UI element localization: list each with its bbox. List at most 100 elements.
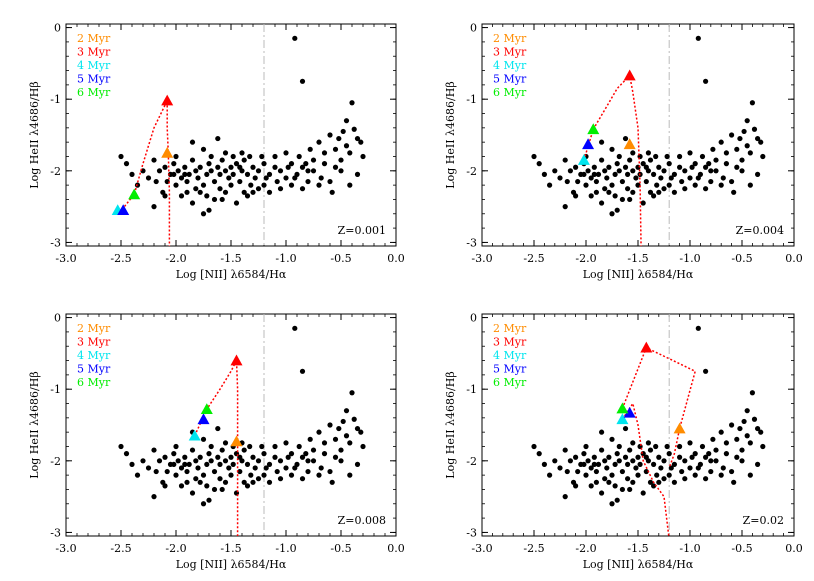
- data-point: [305, 468, 311, 475]
- data-point: [666, 472, 672, 478]
- data-point: [689, 454, 695, 460]
- data-point: [134, 472, 141, 478]
- data-point: [292, 35, 298, 41]
- data-point: [666, 161, 672, 167]
- data-point: [332, 164, 339, 170]
- legend-entry: 5 Myr: [77, 363, 111, 376]
- data-point: [226, 175, 232, 181]
- data-point: [643, 164, 649, 170]
- x-tick-label: -1.0: [679, 542, 700, 555]
- data-point: [250, 479, 256, 485]
- y-tick-label: -1: [50, 93, 61, 106]
- data-point: [200, 211, 207, 217]
- data-point: [327, 132, 333, 138]
- data-point: [668, 465, 674, 471]
- data-point: [734, 454, 740, 460]
- data-point: [734, 146, 740, 152]
- data-point: [241, 447, 247, 453]
- data-point: [687, 150, 693, 156]
- data-point: [677, 454, 683, 460]
- data-point: [215, 454, 221, 460]
- data-point: [609, 472, 615, 478]
- data-point: [193, 168, 199, 174]
- data-point: [217, 186, 223, 192]
- data-point: [637, 461, 643, 467]
- model-marker: [623, 69, 636, 81]
- data-point: [184, 479, 190, 485]
- legend-entry: 6 Myr: [77, 376, 111, 389]
- x-tick-label: -2.5: [523, 252, 544, 265]
- chart-panel-1: -3.0 -2.5 -2.0 -1.5 -1.0 -0.5 0.0 0 -1 -2 -3 Log [N…: [28, 22, 405, 281]
- data-point: [737, 425, 743, 432]
- data-point: [296, 153, 302, 160]
- data-point: [588, 465, 594, 471]
- model-track-1: [194, 357, 239, 536]
- data-point: [305, 168, 311, 174]
- data-point: [288, 161, 295, 167]
- data-point: [567, 458, 574, 464]
- data-point: [189, 490, 196, 496]
- data-point: [283, 175, 289, 181]
- metallicity-label: Z=0.004: [736, 224, 784, 237]
- data-point: [645, 150, 652, 156]
- data-point: [531, 443, 537, 450]
- data-point: [197, 189, 203, 195]
- data-point: [255, 168, 262, 174]
- data-point: [277, 186, 284, 192]
- data-point: [222, 168, 229, 174]
- y-tick-label: 0: [470, 22, 477, 35]
- data-point: [747, 472, 753, 478]
- data-point: [327, 422, 333, 428]
- data-point: [316, 472, 322, 478]
- data-point: [316, 182, 322, 188]
- data-point: [351, 416, 357, 422]
- data-point: [599, 447, 605, 453]
- data-point: [237, 178, 243, 185]
- x-tick-label: -0.5: [731, 542, 752, 555]
- data-point: [153, 468, 159, 475]
- data-point: [182, 454, 188, 460]
- data-point: [616, 443, 622, 450]
- data-point: [599, 200, 605, 206]
- data-point: [622, 164, 629, 170]
- data-point: [599, 157, 605, 163]
- data-point: [703, 368, 709, 374]
- x-tick-label: -1.0: [679, 252, 700, 265]
- data-point: [583, 443, 589, 450]
- data-point: [338, 447, 344, 453]
- data-point: [206, 451, 212, 457]
- data-point: [193, 186, 199, 192]
- data-point: [343, 408, 350, 414]
- data-point: [226, 465, 232, 471]
- data-point: [679, 468, 685, 475]
- data-point: [145, 465, 152, 471]
- data-point: [616, 168, 622, 174]
- data-point: [189, 447, 196, 453]
- data-point: [630, 189, 636, 195]
- data-point: [564, 178, 570, 185]
- data-point: [215, 425, 221, 432]
- data-point: [630, 440, 636, 446]
- data-point: [581, 461, 587, 467]
- data-point: [354, 425, 361, 432]
- data-point: [329, 189, 335, 195]
- chart-panel-2: -3.0 -2.5 -2.0 -1.5 -1.0 -0.5 0.0 0 -1 -2 -3 Log [N…: [444, 22, 803, 281]
- x-tick-label: -1.0: [275, 542, 296, 555]
- data-point: [630, 150, 636, 156]
- data-point: [630, 458, 636, 464]
- model-marker: [616, 402, 629, 414]
- data-point: [744, 118, 750, 124]
- data-point: [200, 182, 207, 188]
- data-point: [731, 479, 737, 485]
- data-point: [292, 175, 298, 181]
- legend-entry: 2 Myr: [493, 32, 527, 45]
- data-point: [541, 171, 548, 177]
- data-point: [656, 479, 662, 485]
- data-point: [708, 458, 714, 464]
- data-point: [123, 451, 130, 457]
- x-tick-label: -2.0: [575, 252, 596, 265]
- data-point: [612, 483, 618, 489]
- data-point: [627, 447, 633, 453]
- model-track-1: [621, 401, 670, 536]
